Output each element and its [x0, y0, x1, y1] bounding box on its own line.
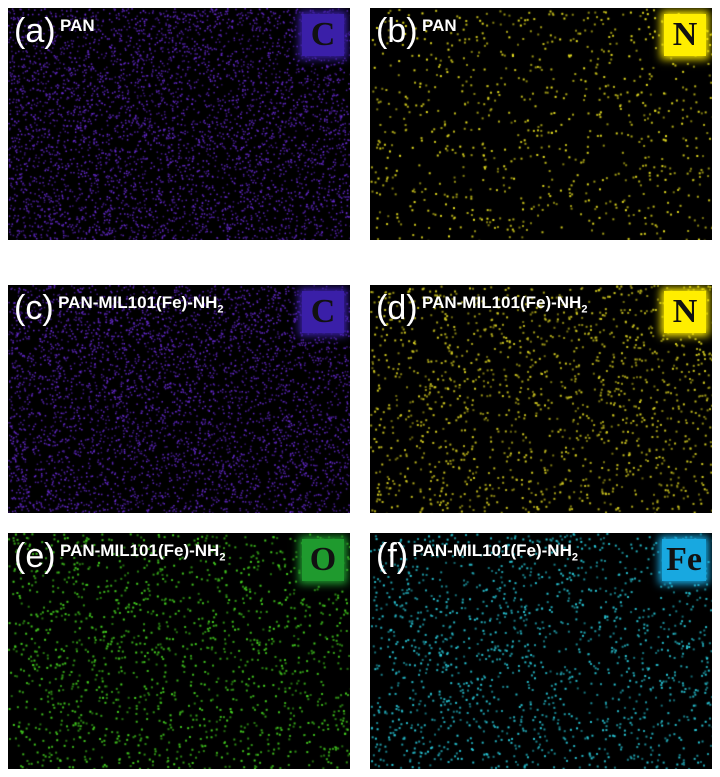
elemental-map-image	[370, 285, 712, 513]
elemental-map-image	[370, 8, 712, 240]
element-badge: O	[302, 539, 344, 581]
panel-letter: (f)	[376, 537, 409, 575]
panel-label: (d) PAN-MIL101(Fe)-NH2	[376, 291, 587, 325]
element-badge: C	[302, 291, 344, 333]
panel-letter: (a)	[14, 12, 56, 50]
panel-a: (a) PAN C	[8, 8, 350, 240]
element-badge: C	[302, 14, 344, 56]
panel-e: (e) PAN-MIL101(Fe)-NH2 O	[8, 533, 350, 769]
panel-letter: (e)	[14, 537, 56, 575]
panel-label: (c) PAN-MIL101(Fe)-NH2	[14, 291, 224, 325]
element-badge: N	[664, 14, 706, 56]
elemental-map-image	[370, 533, 712, 769]
element-badge: Fe	[662, 539, 706, 581]
elemental-map-image	[8, 533, 350, 769]
elemental-map-image	[8, 8, 350, 240]
sample-name: PAN-MIL101(Fe)-NH2	[412, 541, 578, 564]
panel-letter: (c)	[14, 289, 54, 327]
panel-label: (e) PAN-MIL101(Fe)-NH2	[14, 539, 225, 573]
panel-label: (f) PAN-MIL101(Fe)-NH2	[376, 539, 578, 573]
panel-letter: (d)	[376, 289, 418, 327]
panel-c: (c) PAN-MIL101(Fe)-NH2 C	[8, 285, 350, 513]
sample-name: PAN-MIL101(Fe)-NH2	[58, 293, 224, 316]
panel-label: (a) PAN	[14, 14, 95, 48]
sample-name: PAN	[60, 16, 95, 36]
panel-f: (f) PAN-MIL101(Fe)-NH2 Fe	[370, 533, 712, 769]
sample-name: PAN	[422, 16, 457, 36]
panel-b: (b) PAN N	[370, 8, 712, 240]
sample-name: PAN-MIL101(Fe)-NH2	[60, 541, 226, 564]
sample-name: PAN-MIL101(Fe)-NH2	[422, 293, 588, 316]
panel-label: (b) PAN	[376, 14, 457, 48]
panel-letter: (b)	[376, 12, 418, 50]
elemental-map-image	[8, 285, 350, 513]
panel-d: (d) PAN-MIL101(Fe)-NH2 N	[370, 285, 712, 513]
element-badge: N	[664, 291, 706, 333]
